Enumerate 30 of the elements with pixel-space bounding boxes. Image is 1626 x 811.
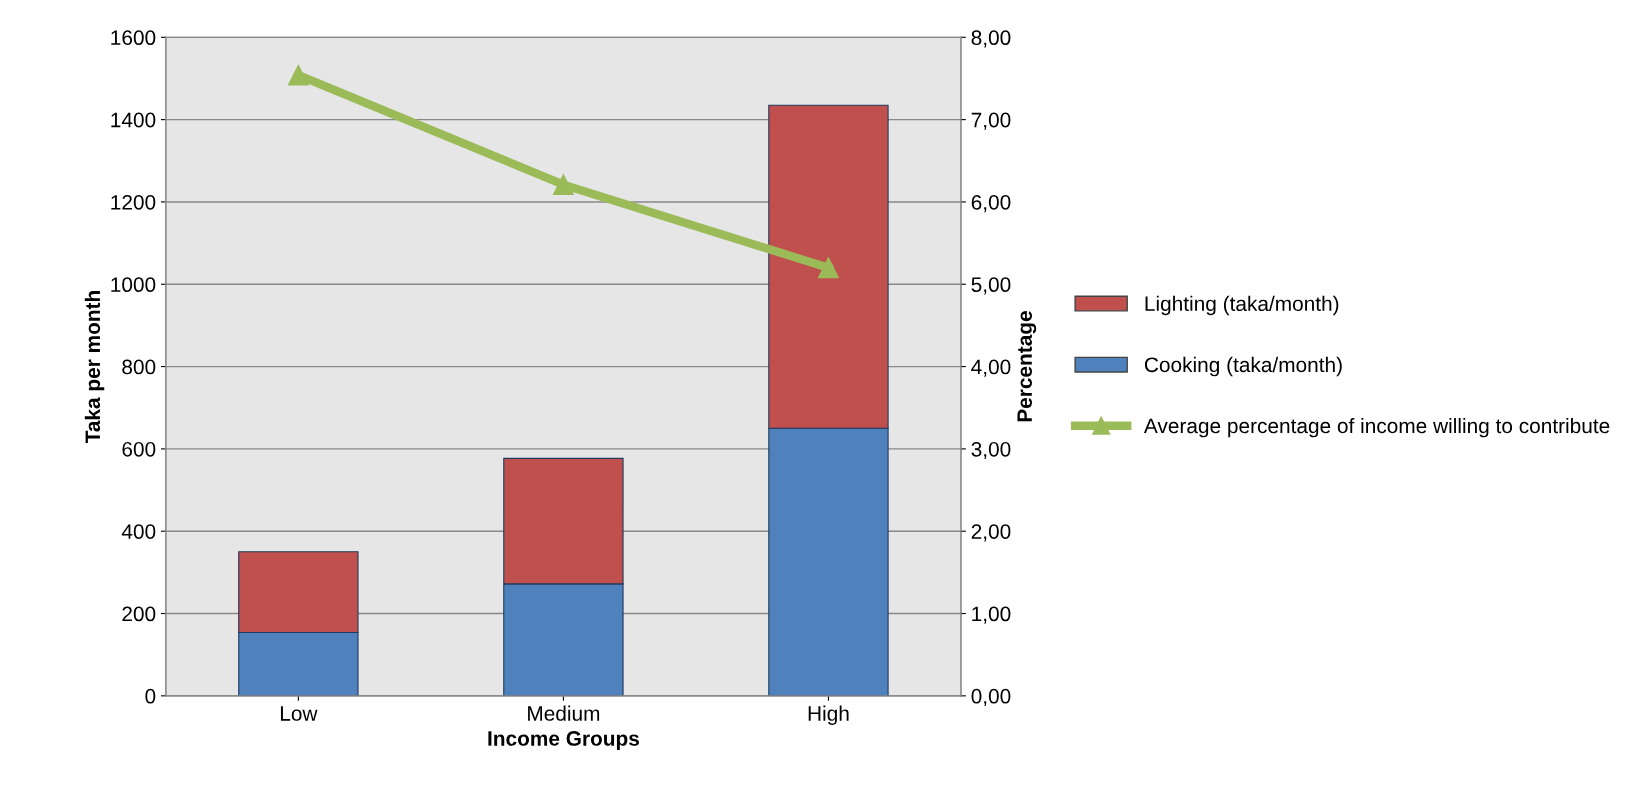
legend-label: Average percentage of income willing to contribute — [1143, 417, 1610, 438]
y2-tick-label: 5,00 — [971, 277, 1011, 295]
x-axis-title: Income Groups — [488, 731, 639, 750]
y2-axis-title: Percentage — [1017, 311, 1037, 422]
y-tick-label: 1400 — [111, 112, 156, 128]
y-tick-label: 1600 — [111, 30, 156, 46]
point — [552, 174, 574, 196]
x-tick-label: Low — [280, 706, 318, 721]
y2-tick-label: 3,00 — [971, 441, 1011, 460]
legend-label: Lighting (taka/month) — [1145, 295, 1339, 316]
legend-label: Cooking (taka/month) — [1144, 356, 1342, 377]
y-tick-label: 1200 — [111, 194, 156, 210]
point — [818, 257, 839, 279]
y2-tick-label: 7,00 — [971, 112, 1011, 130]
y-tick-label: 400 — [121, 524, 156, 539]
y2-tick-label: 6,00 — [971, 194, 1011, 213]
y2-tick-label: 2,00 — [971, 524, 1011, 542]
y2-tick-label: 1,00 — [972, 606, 1011, 624]
x-tick-label: Medium — [528, 705, 600, 721]
y-tick-label: 800 — [122, 359, 156, 375]
point — [287, 64, 309, 86]
y2-tick-label: 8,00 — [971, 30, 1011, 48]
y-tick-label: 200 — [122, 606, 156, 622]
y-tick-label: 1000 — [111, 277, 156, 293]
y-axis-title: Taka per month — [84, 291, 105, 444]
y-tick-label: 600 — [122, 441, 156, 457]
y2-tick-label: 0,00 — [971, 688, 1011, 707]
x-tick-label: High — [808, 705, 849, 725]
y2-tick-label: 4,00 — [971, 359, 1011, 377]
y-tick-label: 0 — [145, 688, 156, 704]
